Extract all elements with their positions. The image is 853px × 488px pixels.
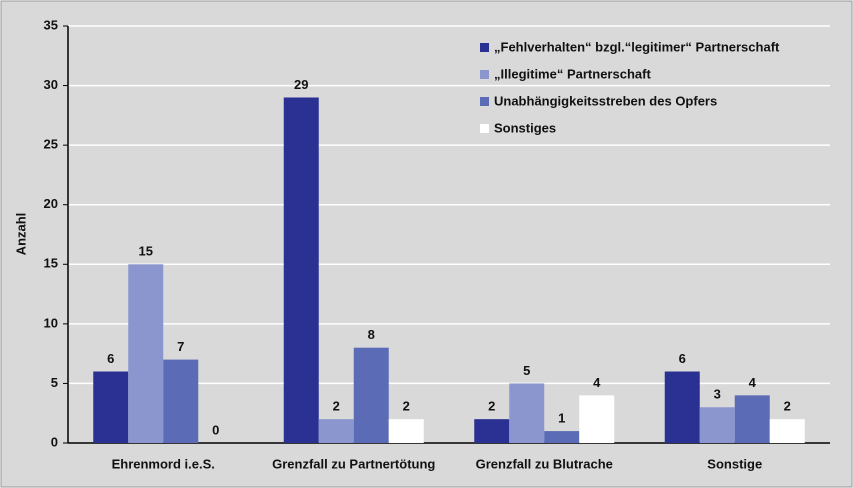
data-label: 2 [488,399,495,414]
bar [283,97,319,443]
data-label: 1 [558,411,565,426]
data-label: 4 [749,375,757,390]
bar [93,371,129,443]
data-label: 15 [139,244,153,259]
bar [544,431,580,443]
y-axis-label: Anzahl [13,213,28,256]
bar [769,419,805,443]
bar [734,395,770,443]
data-label: 6 [107,351,114,366]
x-tick-label: Grenzfall zu Partnertötung [272,456,435,471]
data-label: 4 [593,375,601,390]
data-label: 3 [714,387,721,402]
legend-swatch [480,124,489,133]
bar [318,419,354,443]
data-label: 7 [177,339,184,354]
y-tick-label: 35 [44,17,58,32]
legend-swatch [480,97,489,106]
y-tick-label: 15 [44,256,58,271]
data-label: 2 [333,399,340,414]
legend-label: Unabhängigkeitsstreben des Opfers [494,93,717,108]
legend-swatch [480,43,489,52]
x-tick-label: Grenzfall zu Blutrache [476,456,613,471]
data-label: 8 [368,327,375,342]
y-tick-label: 0 [51,434,58,449]
x-tick-label: Ehrenmord i.e.S. [112,456,215,471]
data-label: 2 [784,399,791,414]
bar [128,264,164,443]
data-label: 0 [212,422,219,437]
y-tick-label: 20 [44,196,58,211]
bar [388,419,424,443]
legend-swatch [480,70,489,79]
legend-label: Sonstiges [494,120,556,135]
legend-label: „Fehlverhalten“ bzgl.“legitimer“ Partner… [494,39,780,54]
bar [353,347,389,443]
y-tick-label: 25 [44,137,58,152]
bar [474,419,510,443]
data-label: 2 [403,399,410,414]
y-tick-label: 30 [44,77,58,92]
bar [509,383,545,443]
legend-label: „Illegitime“ Partnerschaft [494,66,651,81]
data-label: 29 [294,77,308,92]
y-tick-label: 5 [51,375,58,390]
data-label: 5 [523,363,530,378]
bar [664,371,700,443]
bar [699,407,735,443]
y-tick-label: 10 [44,315,58,330]
bar [579,395,615,443]
data-label: 6 [679,351,686,366]
bar [163,359,199,443]
x-tick-label: Sonstige [707,456,762,471]
